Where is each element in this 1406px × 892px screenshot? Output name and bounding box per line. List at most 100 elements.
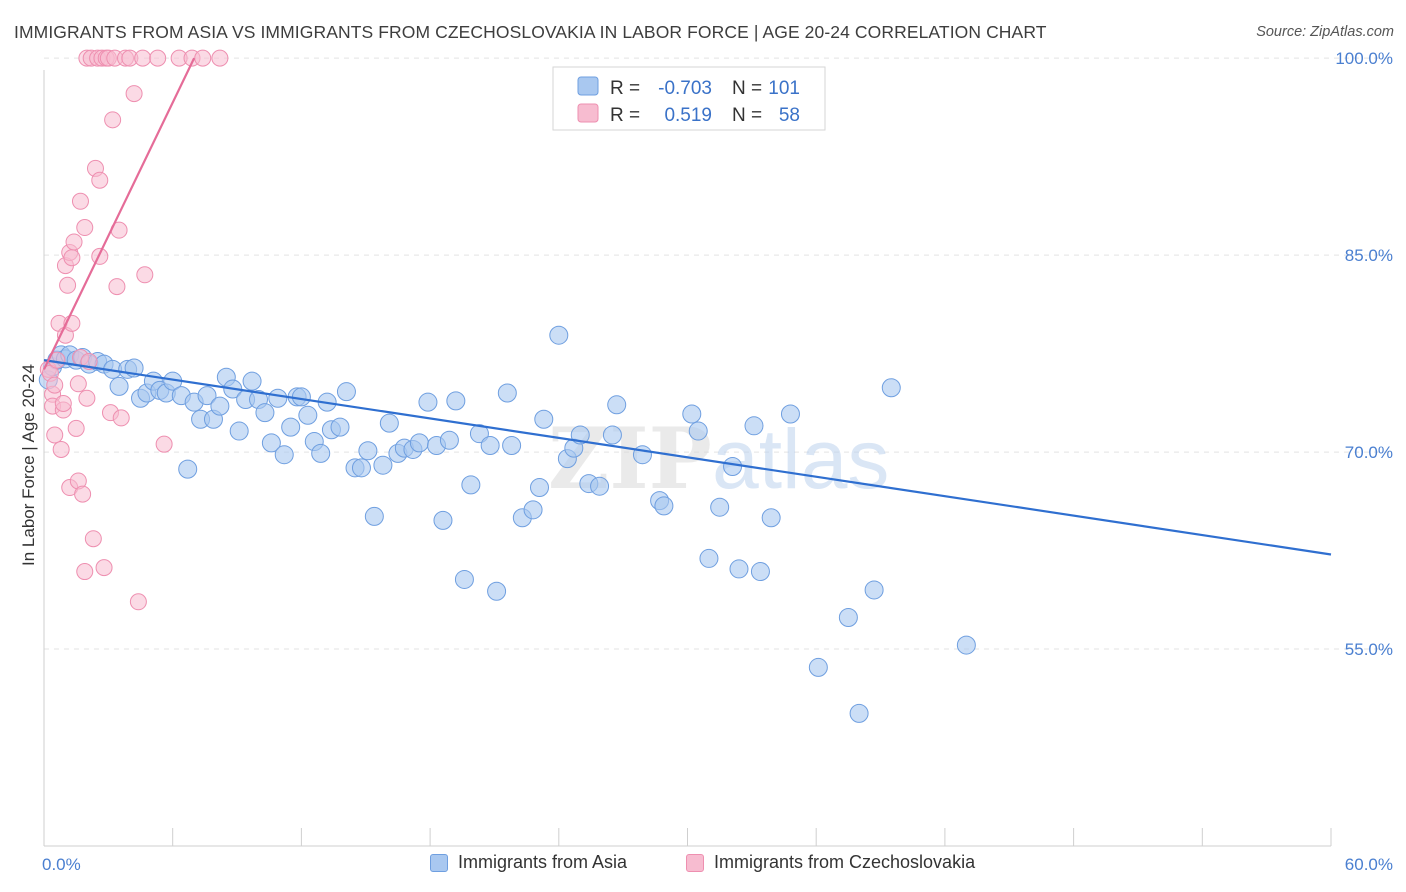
asia-point: [178, 459, 198, 479]
czech-point: [129, 593, 147, 611]
asia-point: [409, 433, 429, 453]
czech-point: [74, 485, 92, 503]
asia-point: [439, 430, 459, 450]
asia-point: [956, 635, 976, 655]
legend-n-value-czech: 58: [779, 105, 800, 126]
asia-point: [723, 457, 743, 477]
legend-r-value-czech: 0.519: [664, 105, 712, 126]
asia-point: [523, 500, 543, 520]
legend-swatch-czech-bottom: [686, 853, 704, 872]
y-tick-labels: 55.0% 70.0% 85.0% 100.0%: [1335, 49, 1393, 659]
asia-point: [688, 421, 708, 441]
asia-point: [261, 433, 281, 453]
asia-point: [418, 392, 438, 412]
legend-swatch-asia-bottom: [430, 853, 448, 872]
trend-lines: [43, 57, 1332, 556]
czech-point: [125, 85, 143, 103]
czech-point: [54, 394, 72, 412]
watermark: ZIP atlas: [548, 409, 889, 508]
asia-point: [255, 403, 275, 423]
czech-point: [78, 389, 96, 407]
czech-points-group: [39, 49, 229, 611]
czech-point: [76, 219, 94, 237]
asia-point: [849, 703, 869, 723]
czech-point: [71, 192, 89, 210]
asia-point: [330, 417, 350, 437]
y-axis-label: In Labor Force | Age 20-24: [19, 364, 38, 566]
asia-point: [864, 580, 884, 600]
legend-n-label-asia: N =: [732, 78, 762, 99]
czech-point: [52, 440, 70, 458]
czech-point: [194, 49, 212, 67]
asia-point: [109, 376, 129, 396]
asia-point: [729, 559, 749, 579]
asia-point: [780, 404, 800, 424]
asia-point: [274, 445, 294, 465]
axes: [43, 70, 1332, 847]
asia-point: [602, 425, 622, 445]
asia-point: [298, 405, 318, 425]
asia-point: [480, 436, 500, 455]
y-tick-label: 85.0%: [1345, 246, 1393, 265]
asia-point: [632, 445, 652, 465]
asia-point: [549, 325, 569, 345]
czech-point: [95, 559, 113, 577]
asia-point: [534, 409, 554, 429]
asia-point: [229, 421, 249, 441]
czech-point: [46, 426, 64, 444]
czech-point: [69, 375, 87, 393]
asia-point: [373, 455, 393, 475]
legend-swatch-asia: [577, 76, 599, 96]
asia-point: [351, 458, 371, 478]
asia-point: [682, 404, 702, 424]
asia-point: [654, 496, 674, 516]
asia-point: [379, 413, 399, 433]
asia-point: [808, 657, 828, 677]
asia-point: [487, 581, 507, 601]
asia-point: [502, 436, 522, 455]
x-tick-label-max: 60.0%: [1345, 855, 1393, 874]
grid-lines: [44, 57, 1393, 650]
legend-r-label-asia: R =: [610, 78, 640, 99]
czech-point: [112, 409, 130, 427]
x-tick-label-min: 0.0%: [42, 855, 81, 874]
asia-point: [590, 476, 610, 496]
y-tick-label: 55.0%: [1345, 640, 1393, 659]
czech-trend-line: [43, 57, 196, 370]
legend-n-label-czech: N =: [732, 105, 762, 126]
asia-point: [446, 391, 466, 411]
asia-point: [336, 382, 356, 402]
legend-item-czech[interactable]: Immigrants from Czechoslovakia: [686, 852, 975, 873]
asia-point: [210, 396, 230, 416]
czech-point: [155, 435, 173, 453]
asia-point: [358, 441, 378, 461]
chart-title: IMMIGRANTS FROM ASIA VS IMMIGRANTS FROM …: [14, 22, 1047, 42]
top-legend: R = -0.703 N = 101 R = 0.519 N = 58: [552, 66, 826, 131]
asia-point: [529, 478, 549, 498]
czech-point: [67, 419, 85, 437]
asia-point: [281, 417, 301, 437]
legend-r-label-czech: R =: [610, 105, 640, 126]
czech-point: [211, 49, 229, 67]
asia-points-group: [38, 325, 976, 723]
czech-point: [63, 249, 81, 267]
y-tick-label: 70.0%: [1345, 443, 1393, 462]
asia-point: [607, 395, 627, 415]
asia-point: [454, 569, 474, 589]
legend-n-value-asia: 101: [768, 78, 800, 99]
asia-point: [710, 497, 730, 517]
legend-item-asia[interactable]: Immigrants from Asia: [430, 852, 627, 873]
asia-point: [311, 443, 331, 463]
asia-point: [291, 387, 311, 407]
czech-point: [104, 111, 122, 129]
bottom-legend: Immigrants from Asia Immigrants from Cze…: [0, 852, 1406, 878]
asia-point: [497, 383, 517, 403]
czech-point: [134, 49, 152, 67]
asia-trend-line: [43, 359, 1332, 556]
czech-point: [91, 171, 109, 189]
asia-point: [197, 386, 217, 406]
asia-point: [461, 475, 481, 495]
legend-label-asia: Immigrants from Asia: [458, 852, 628, 872]
czech-point: [91, 247, 109, 265]
